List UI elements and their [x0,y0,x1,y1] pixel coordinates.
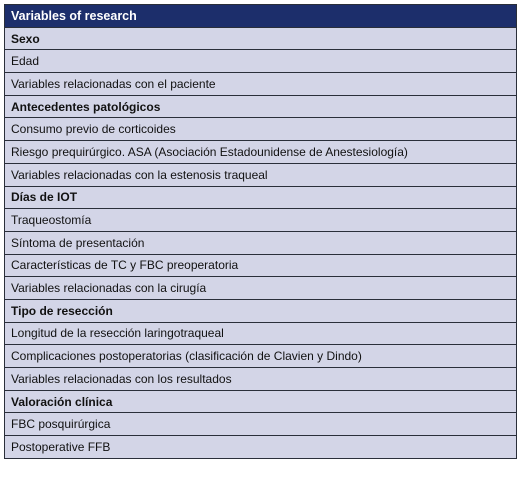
table-cell: Postoperative FFB [4,435,517,459]
table-header-row: Variables of research [4,4,517,28]
table-row: Variables relacionadas con el paciente [4,72,517,96]
table-row: Postoperative FFB [4,435,517,459]
table-row: Valoración clínica [4,389,517,414]
table-row: Días de IOT [4,185,517,210]
table-cell: Tipo de resección [4,298,517,323]
table-row: Variables relacionadas con la cirugía [4,276,517,300]
table-row: Consumo previo de corticoides [4,117,517,142]
table-cell: Valoración clínica [4,389,517,414]
table-row: Longitud de la resección laringotraqueal [4,321,517,346]
variables-table: Variables of research Sexo Edad Variables … [4,4,517,459]
table-row: Características de TC y FBC preoperatori… [4,253,517,278]
table-row: Tipo de resección [4,298,517,323]
table-cell: FBC posquirúrgica [4,412,517,437]
table-row: Edad [4,49,517,74]
table-cell: Traqueostomía [4,208,517,232]
table-cell: Variables relacionadas con los resultado… [4,367,517,391]
variables-table-body: Variables of research Sexo Edad Variables … [4,4,517,459]
table-row: Variables relacionadas con la estenosis … [4,162,517,187]
table-row: Antecedentes patológicos [4,94,517,119]
table-row: Riesgo prequirúrgico. ASA (Asociación Es… [4,140,517,164]
table-cell: Variables relacionadas con el paciente [4,72,517,96]
table-row: Complicaciones postoperatorias (clasific… [4,344,517,368]
table-cell: Complicaciones postoperatorias (clasific… [4,344,517,368]
table-row: Traqueostomía [4,208,517,232]
table-cell: Edad [4,49,517,74]
table-cell: Días de IOT [4,185,517,210]
table-cell: Longitud de la resección laringotraqueal [4,321,517,346]
table-cell: Riesgo prequirúrgico. ASA (Asociación Es… [4,140,517,164]
table-row: FBC posquirúrgica [4,412,517,437]
table-cell: Variables relacionadas con la cirugía [4,276,517,300]
table-cell: Sexo [4,26,517,51]
table-cell: Antecedentes patológicos [4,94,517,119]
table-row: Síntoma de presentación [4,230,517,255]
table-header-cell: Variables of research [4,4,517,28]
table-cell: Consumo previo de corticoides [4,117,517,142]
table-cell: Variables relacionadas con la estenosis … [4,162,517,187]
table-cell: Características de TC y FBC preoperatori… [4,253,517,278]
table-row: Sexo [4,26,517,51]
table-cell: Síntoma de presentación [4,230,517,255]
table-row: Variables relacionadas con los resultado… [4,367,517,391]
